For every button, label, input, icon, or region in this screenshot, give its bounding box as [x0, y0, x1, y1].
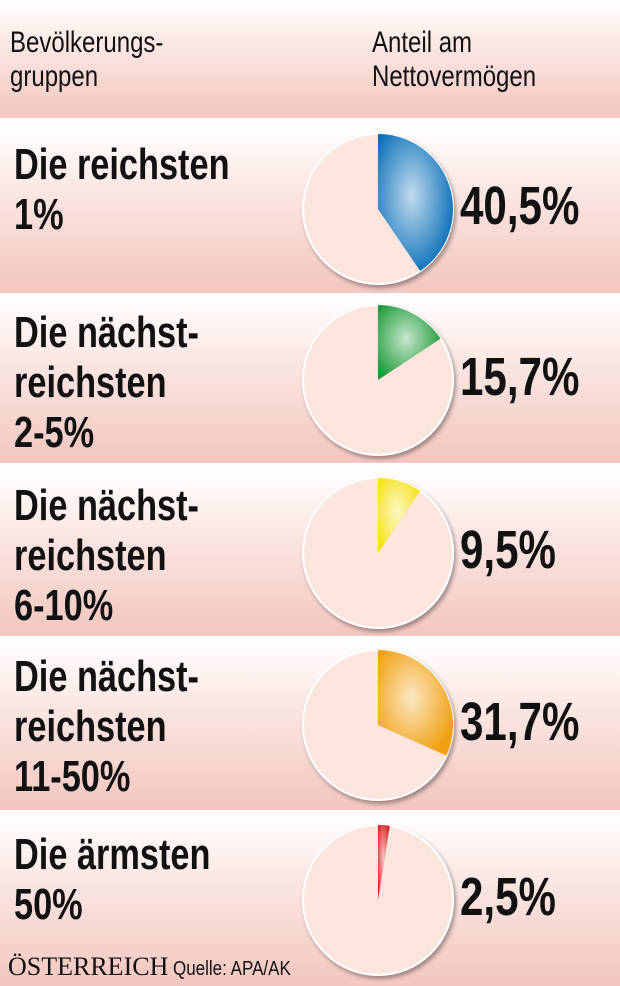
header-right-line: Nettovermögen — [372, 60, 537, 93]
group-label-line: reichsten — [14, 358, 167, 407]
group-label: Die reichsten 1% — [14, 140, 230, 240]
brand-logo: ÖSTERREICH — [8, 952, 169, 981]
row-band: Die ärmsten 50% 2,5% — [0, 814, 620, 986]
header-left-line: gruppen — [10, 60, 99, 93]
value-label: 15,7% — [460, 346, 580, 407]
group-label: Die ärmsten 50% — [14, 830, 210, 930]
header-right: Anteil am Nettovermögen — [372, 26, 536, 94]
row-band: Die nächst-reichsten 6-10% 9,5% — [0, 469, 620, 636]
footer: ÖSTERREICH Quelle: APA/AK — [8, 952, 311, 982]
pie-slice-highlight — [378, 304, 441, 380]
header-band: Bevölkerungs- gruppen Anteil am Nettover… — [0, 0, 620, 118]
pie-slice-highlight — [378, 133, 454, 271]
row-band: Die nächst-reichsten 2-5% 15,7% — [0, 296, 620, 463]
row-band: Die reichsten 1% 40,5% — [0, 124, 620, 293]
group-label-line: Die nächst- — [14, 308, 199, 357]
group-label: Die nächst-reichsten 2-5% — [14, 308, 199, 458]
source-text: Quelle: APA/AK — [172, 958, 291, 980]
group-label-line: Die nächst- — [14, 481, 199, 530]
group-label-line: Die ärmsten — [14, 830, 211, 879]
group-label-line: Die nächst- — [14, 652, 199, 701]
group-label-line: 6-10% — [14, 581, 114, 630]
group-label-line: 2-5% — [14, 408, 95, 457]
header-left-line: Bevölkerungs- — [10, 26, 164, 59]
pie-chart — [302, 303, 454, 456]
group-label-line: Die reichsten — [14, 140, 230, 189]
row-band: Die nächst-reichsten 11-50% 31,7% — [0, 640, 620, 810]
pie-slice-highlight — [378, 477, 421, 553]
pie-chart — [302, 649, 454, 801]
pie-chart — [302, 132, 454, 285]
pie-chart — [302, 476, 454, 629]
value-label: 2,5% — [460, 867, 557, 927]
pie-slice-highlight — [378, 650, 453, 756]
value-label: 31,7% — [460, 692, 580, 752]
group-label-line: 11-50% — [14, 752, 131, 801]
pie-chart — [302, 824, 454, 976]
value-label: 9,5% — [460, 519, 557, 580]
header-right-line: Anteil am — [372, 26, 473, 59]
group-label-line: reichsten — [14, 531, 167, 580]
pie-slice-highlight — [378, 825, 390, 900]
value-label: 40,5% — [460, 175, 580, 236]
group-label-line: 50% — [14, 880, 83, 929]
group-label: Die nächst-reichsten 6-10% — [14, 481, 199, 631]
group-label-line: reichsten — [14, 702, 167, 751]
group-label-line: 1% — [14, 190, 64, 239]
group-label: Die nächst-reichsten 11-50% — [14, 652, 199, 802]
header-left: Bevölkerungs- gruppen — [10, 26, 163, 94]
